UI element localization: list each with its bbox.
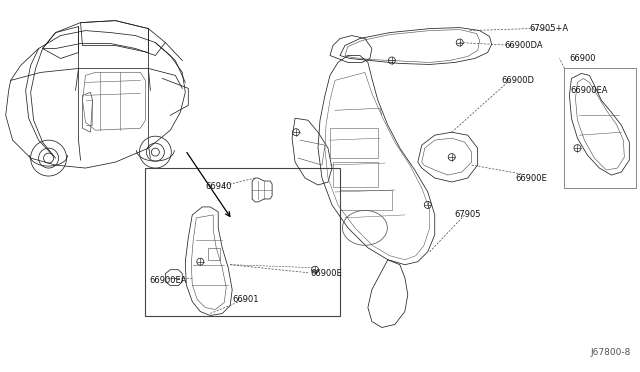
- Bar: [340, 190, 392, 210]
- Text: 66900EA: 66900EA: [149, 276, 187, 285]
- Text: 66900EA: 66900EA: [570, 86, 608, 95]
- Text: 66900E: 66900E: [310, 269, 342, 278]
- Bar: [145, 168, 340, 315]
- Text: 67905+A: 67905+A: [529, 24, 569, 33]
- Text: 67905: 67905: [454, 211, 481, 219]
- Text: 66900E: 66900E: [516, 173, 547, 183]
- Bar: [564, 68, 636, 188]
- Text: 66940: 66940: [205, 182, 232, 190]
- Text: 66900: 66900: [570, 54, 596, 63]
- Text: 66900DA: 66900DA: [504, 41, 543, 50]
- Bar: [333, 162, 378, 187]
- Text: J67800-8: J67800-8: [591, 348, 631, 357]
- Text: 66901: 66901: [232, 295, 259, 304]
- Text: 66900D: 66900D: [502, 76, 534, 85]
- Bar: [330, 128, 378, 158]
